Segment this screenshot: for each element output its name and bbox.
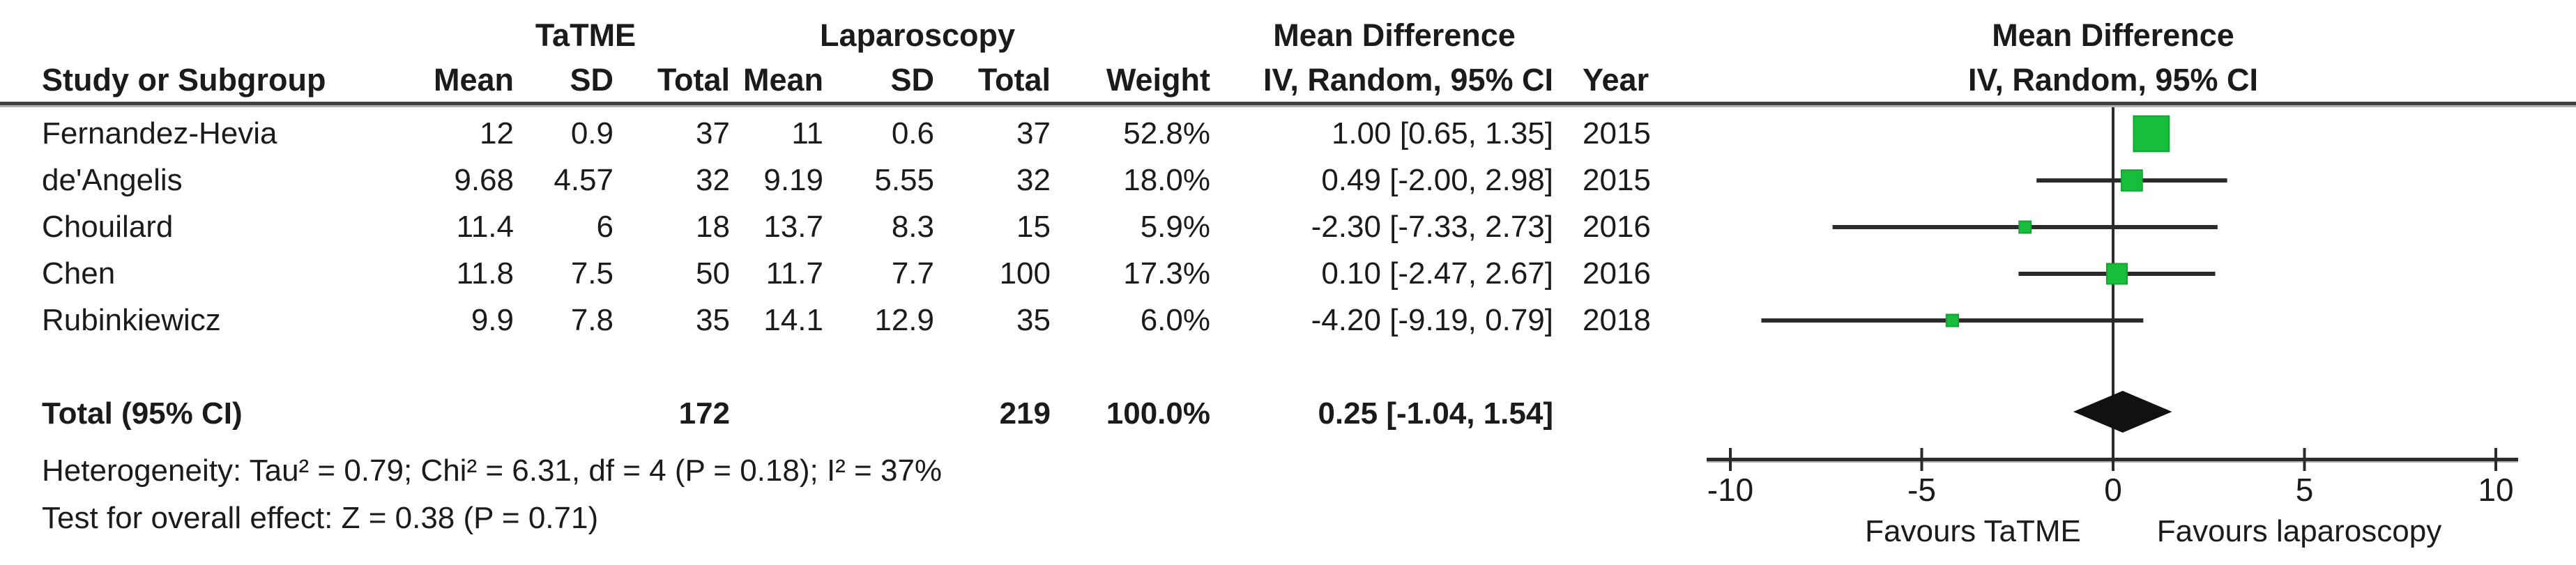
total-ci: 0.25 [-1.04, 1.54] <box>1318 396 1553 431</box>
x-axis-tick-5 <box>2303 448 2306 471</box>
plot-header-line1: Mean Difference <box>1992 17 2234 53</box>
cell-ci-row1: 0.49 [-2.00, 2.98] <box>1321 163 1553 197</box>
cell-t_total-row3: 50 <box>696 256 730 291</box>
cell-l_total-row2: 15 <box>1016 210 1051 244</box>
pooled-diamond <box>2073 391 2172 433</box>
cell-t_mean-row3: 11.8 <box>456 256 514 291</box>
header-rule <box>0 102 2576 105</box>
cell-l_total-row0: 37 <box>1016 116 1051 150</box>
cell-year-row0: 2015 <box>1583 116 1651 150</box>
cell-l_mean-row1: 9.19 <box>763 163 823 197</box>
total-lap: 219 <box>999 396 1051 431</box>
cell-l_sd-row1: 5.55 <box>874 163 934 197</box>
cell-l_mean-row3: 11.7 <box>765 256 823 291</box>
total-weight: 100.0% <box>1106 396 1210 431</box>
cell-l_mean-row0: 11 <box>791 116 823 150</box>
x-axis-tick--10 <box>1729 448 1732 471</box>
effect-square-Chouilard <box>2018 220 2032 234</box>
cell-t_sd-row1: 4.57 <box>554 163 613 197</box>
cell-l_total-row3: 100 <box>999 256 1051 291</box>
x-axis-tick--5 <box>1920 448 1923 471</box>
cell-ci-row2: -2.30 [-7.33, 2.73] <box>1311 210 1553 244</box>
cell-l_mean-row4: 14.1 <box>763 303 823 337</box>
tick-label-10: 10 <box>2478 472 2514 508</box>
md-header-line1: Mean Difference <box>1273 17 1516 53</box>
cell-l_sd-row2: 8.3 <box>891 210 934 244</box>
col-header-lap-sd: SD <box>890 62 934 98</box>
tick-label-0: 0 <box>2104 472 2122 508</box>
cell-l_total-row1: 32 <box>1016 163 1051 197</box>
cell-t_sd-row3: 7.5 <box>570 256 613 291</box>
col-header-lap-total: Total <box>977 62 1051 98</box>
group-header-laparoscopy: Laparoscopy <box>819 17 1016 53</box>
favours-left-label: Favours TaTME <box>1865 514 2081 548</box>
cell-weight-row0: 52.8% <box>1123 116 1210 150</box>
cell-t_total-row1: 32 <box>696 163 730 197</box>
cell-t_total-row2: 18 <box>696 210 730 244</box>
col-header-tatme-total: Total <box>657 62 730 98</box>
col-header-ci: IV, Random, 95% CI <box>1263 62 1553 98</box>
effect-square-de'Angelis <box>2121 169 2143 192</box>
cell-weight-row3: 17.3% <box>1123 256 1210 291</box>
cell-l_total-row4: 35 <box>1016 303 1051 337</box>
tick-label--10: -10 <box>1707 472 1754 508</box>
tick-label--5: -5 <box>1907 472 1936 508</box>
total-label: Total (95% CI) <box>42 396 243 431</box>
overall-effect-note: Test for overall effect: Z = 0.38 (P = 0… <box>42 501 599 535</box>
effect-square-Chen <box>2105 263 2128 285</box>
effect-square-Rubinkiewicz <box>1945 314 1959 327</box>
cell-l_sd-row4: 12.9 <box>874 303 934 337</box>
effect-square-Fernandez-Hevia <box>2133 115 2170 153</box>
cell-weight-row1: 18.0% <box>1123 163 1210 197</box>
col-header-study: Study or Subgroup <box>42 62 326 98</box>
cell-ci-row3: 0.10 [-2.47, 2.67] <box>1321 256 1553 291</box>
x-axis-tick-0 <box>2112 448 2114 471</box>
cell-study-row4: Rubinkiewicz <box>42 303 221 337</box>
col-header-tatme-sd: SD <box>570 62 613 98</box>
cell-year-row1: 2015 <box>1583 163 1651 197</box>
cell-study-row2: Chouilard <box>42 210 174 244</box>
cell-t_mean-row4: 9.9 <box>471 303 514 337</box>
cell-year-row3: 2016 <box>1583 256 1651 291</box>
cell-weight-row4: 6.0% <box>1140 303 1210 337</box>
cell-weight-row2: 5.9% <box>1140 210 1210 244</box>
cell-study-row3: Chen <box>42 256 116 291</box>
cell-t_total-row4: 35 <box>696 303 730 337</box>
cell-t_sd-row0: 0.9 <box>570 116 613 150</box>
favours-right-label: Favours laparoscopy <box>2156 514 2442 548</box>
cell-year-row4: 2018 <box>1583 303 1651 337</box>
x-axis-tick-10 <box>2494 448 2497 471</box>
col-header-tatme-mean: Mean <box>433 62 514 98</box>
cell-t_mean-row2: 11.4 <box>456 210 514 244</box>
total-tatme: 172 <box>678 396 730 431</box>
cell-l_sd-row0: 0.6 <box>891 116 934 150</box>
header-rule-bevel <box>0 105 2576 107</box>
cell-t_total-row0: 37 <box>696 116 730 150</box>
cell-ci-row4: -4.20 [-9.19, 0.79] <box>1311 303 1553 337</box>
col-header-year: Year <box>1583 62 1649 98</box>
plot-header-line2: IV, Random, 95% CI <box>1968 62 2258 98</box>
cell-t_mean-row1: 9.68 <box>454 163 514 197</box>
cell-t_sd-row2: 6 <box>596 210 613 244</box>
cell-l_sd-row3: 7.7 <box>891 256 934 291</box>
col-header-weight: Weight <box>1106 62 1210 98</box>
cell-t_mean-row0: 12 <box>480 116 514 150</box>
heterogeneity-note: Heterogeneity: Tau² = 0.79; Chi² = 6.31,… <box>42 454 943 488</box>
cell-t_sd-row4: 7.8 <box>570 303 613 337</box>
cell-study-row1: de'Angelis <box>42 163 183 197</box>
cell-l_mean-row2: 13.7 <box>763 210 823 244</box>
cell-study-row0: Fernandez-Hevia <box>42 116 277 150</box>
tick-label-5: 5 <box>2295 472 2314 508</box>
cell-ci-row0: 1.00 [0.65, 1.35] <box>1331 116 1553 150</box>
col-header-lap-mean: Mean <box>742 62 823 98</box>
group-header-tatme: TaTME <box>535 17 637 53</box>
cell-year-row2: 2016 <box>1583 210 1651 244</box>
